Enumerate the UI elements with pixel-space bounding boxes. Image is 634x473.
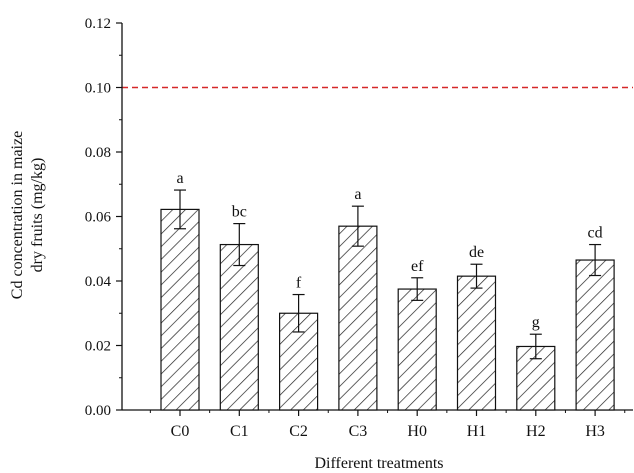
- y-tick-label: 0.06: [85, 210, 112, 226]
- y-tick-label: 0.10: [85, 81, 111, 97]
- significance-label: g: [532, 314, 540, 331]
- x-tick-label: C2: [289, 423, 308, 440]
- bar-H0: [397, 288, 437, 411]
- x-tick-label: H0: [407, 423, 427, 440]
- plot-area: 0.00 0.02 0.04 0.06 0.08 0.10 0.12 a C0 bc C1 f C2 a C…: [85, 16, 633, 440]
- bar-C1: [219, 243, 259, 411]
- x-tick-label: C0: [171, 423, 190, 440]
- significance-label: f: [296, 275, 302, 292]
- x-tick-label: C1: [230, 423, 249, 440]
- x-axis-title: Different treatments: [315, 455, 444, 472]
- significance-label: ef: [411, 258, 424, 275]
- x-tick-label: H1: [467, 423, 487, 440]
- y-tick-label: 0.00: [85, 403, 111, 419]
- bar-C3: [338, 225, 378, 411]
- x-tick-label: H2: [526, 423, 546, 440]
- bar-H1: [456, 275, 497, 411]
- bar-C0: [160, 208, 200, 411]
- significance-label: a: [354, 186, 361, 203]
- y-tick-label: 0.08: [85, 145, 111, 161]
- y-axis-title-line1: Cd concentration in maize: [9, 131, 26, 299]
- y-tick-label: 0.12: [85, 16, 111, 32]
- significance-label: bc: [232, 204, 247, 221]
- y-tick-label: 0.02: [85, 339, 111, 355]
- x-tick-label: H3: [585, 423, 605, 440]
- bar-H3: [575, 259, 615, 411]
- y-tick-label: 0.04: [85, 274, 112, 290]
- x-tick-label: C3: [349, 423, 368, 440]
- significance-label: a: [176, 170, 183, 187]
- significance-label: cd: [588, 225, 603, 242]
- y-axis-title-line2: dry fruits (mg/kg): [29, 158, 46, 273]
- significance-label: de: [469, 244, 484, 261]
